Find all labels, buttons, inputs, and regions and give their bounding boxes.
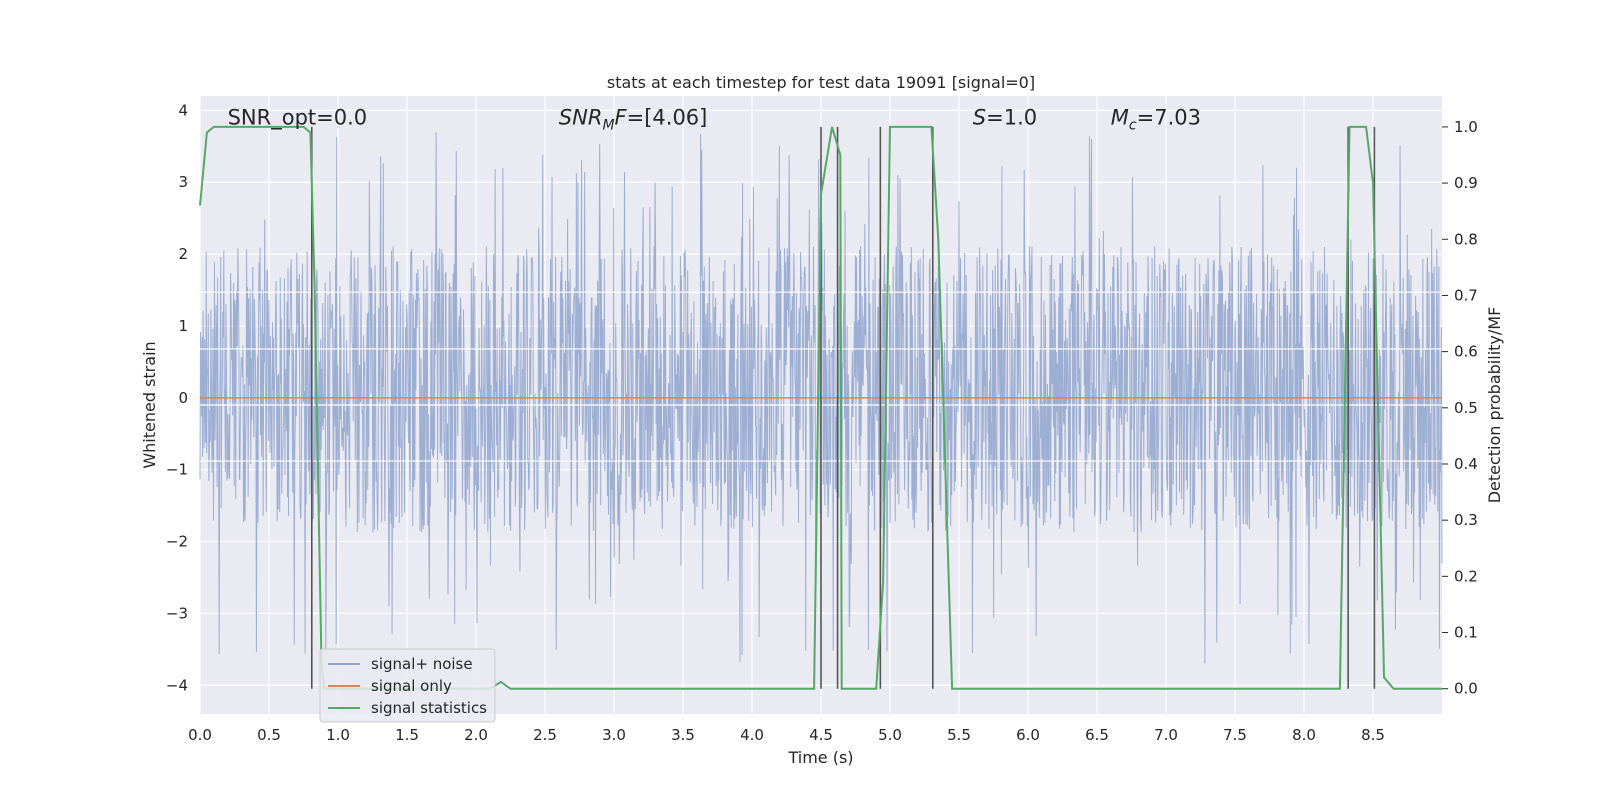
x-tick-label-0: 0.0 <box>188 726 212 744</box>
x-tick-label-12: 6.0 <box>1016 726 1040 744</box>
x-tick-label-4: 2.0 <box>464 726 488 744</box>
y-right-tick-label-3: 0.7 <box>1454 286 1478 304</box>
annotation-2: S=1.0 <box>973 106 1037 130</box>
y-right-tick-label-4: 0.6 <box>1454 343 1478 361</box>
y-left-tick-label-0: 4 <box>178 101 188 119</box>
legend-label-signal-noise: signal+ noise <box>371 655 473 673</box>
y-axis-right-ticks: 1.0 0.9 0.8 0.7 0.6 0.5 0.4 0.3 0.2 0.1 0.0 <box>1442 118 1478 698</box>
y-right-tick-label-5: 0.5 <box>1454 399 1478 417</box>
annotation-0: SNR_opt=0.0 <box>228 106 368 131</box>
y-left-tick-label-6: −2 <box>166 533 188 551</box>
x-tick-label-7: 3.5 <box>671 726 695 744</box>
x-tick-label-15: 7.5 <box>1223 726 1247 744</box>
x-tick-label-2: 1.0 <box>326 726 350 744</box>
y-right-tick-label-9: 0.1 <box>1454 624 1478 642</box>
y-left-tick-label-7: −3 <box>166 604 188 622</box>
series-signal-statistics-line <box>199 125 1442 690</box>
annotation-3: Mc=7.03 <box>1111 106 1201 134</box>
x-axis-label: Time (s) <box>787 748 853 767</box>
y-axis-left-ticks: 4 3 2 1 0 −1 −2 −3 −4 <box>166 101 188 694</box>
x-tick-label-10: 5.0 <box>878 726 902 744</box>
signal-statistics-series <box>199 125 1442 690</box>
x-tick-label-11: 5.5 <box>947 726 971 744</box>
y-left-tick-label-8: −4 <box>166 676 188 694</box>
x-tick-label-5: 2.5 <box>533 726 557 744</box>
x-tick-label-13: 6.5 <box>1085 726 1109 744</box>
chart-title: stats at each timestep for test data 190… <box>607 73 1035 92</box>
annotation-1: SNRMF=[4.06] <box>559 106 708 134</box>
legend-label-signal-statistics: signal statistics <box>371 699 487 717</box>
y-left-tick-label-4: 0 <box>178 389 188 407</box>
y-right-tick-label-1: 0.9 <box>1454 174 1478 192</box>
x-tick-label-16: 8.0 <box>1292 726 1316 744</box>
y-left-tick-label-2: 2 <box>178 245 188 263</box>
y-axis-left-label: Whitened strain <box>140 341 159 468</box>
x-tick-label-17: 8.5 <box>1361 726 1385 744</box>
x-tick-label-9: 4.5 <box>809 726 833 744</box>
y-left-tick-label-3: 1 <box>178 317 188 335</box>
y-right-tick-label-10: 0.0 <box>1454 680 1478 698</box>
y-left-tick-label-1: 3 <box>178 173 188 191</box>
x-tick-label-8: 4.0 <box>740 726 764 744</box>
legend-box <box>319 648 496 723</box>
legend-label-signal-only: signal only <box>371 677 452 695</box>
y-right-tick-label-7: 0.3 <box>1454 511 1478 529</box>
y-right-tick-label-8: 0.2 <box>1454 567 1478 585</box>
x-tick-label-14: 7.0 <box>1154 726 1178 744</box>
x-axis-ticks: 0.0 0.5 1.0 1.5 2.0 2.5 3.0 3.5 4.0 4.5 5.0 5.5 6.0 6… <box>188 726 1385 744</box>
y-right-tick-label-6: 0.4 <box>1454 455 1478 473</box>
annotations: SNR_opt=0.0 SNRMF=[4.06] S=1.0 Mc=7.03 <box>228 106 1201 134</box>
x-tick-label-6: 3.0 <box>602 726 626 744</box>
y-right-tick-label-2: 0.8 <box>1454 230 1478 248</box>
y-axis-right-label: Detection probability/MF <box>1485 307 1504 504</box>
x-tick-label-1: 0.5 <box>257 726 281 744</box>
x-tick-label-3: 1.5 <box>395 726 419 744</box>
legend: signal+ noise signal only signal statist… <box>319 648 496 723</box>
y-left-tick-label-5: −1 <box>166 461 188 479</box>
y-right-tick-label-0: 1.0 <box>1454 118 1478 136</box>
